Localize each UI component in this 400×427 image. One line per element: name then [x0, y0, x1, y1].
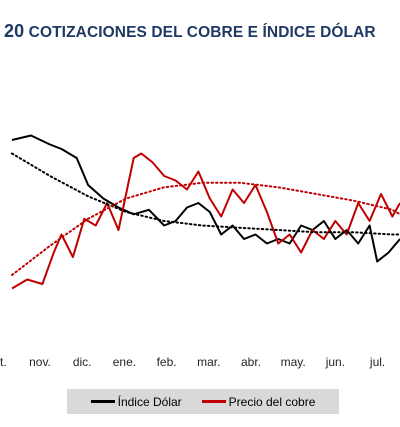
chart-title: 20 COTIZACIONES DEL COBRE E ÍNDICE DÓLAR	[4, 21, 400, 42]
chart-title-text: COTIZACIONES DEL COBRE E ÍNDICE DÓLAR	[28, 24, 376, 41]
x-tick-label: jul.	[369, 355, 385, 369]
series-line-1	[11, 152, 400, 290]
x-tick-label: feb.	[157, 355, 177, 369]
series-line-3	[11, 181, 400, 276]
series-line-2	[11, 152, 400, 236]
legend-item-dollar: Índice Dólar	[90, 394, 182, 409]
x-tick-label: mar.	[197, 355, 220, 369]
x-tick-label: may.	[281, 355, 306, 369]
legend-swatch-dollar	[90, 400, 115, 403]
legend-swatch-copper	[201, 400, 226, 403]
x-tick-label: jun.	[325, 355, 345, 369]
legend-label-dollar: Índice Dólar	[117, 394, 182, 409]
x-tick-label: ene.	[113, 355, 136, 369]
x-tick-label: dic.	[73, 355, 92, 369]
chart-number: 20	[4, 21, 25, 41]
x-tick-label: abr.	[241, 355, 261, 369]
legend: Índice Dólar Precio del cobre	[67, 389, 339, 414]
x-axis-labels: t. nov. dic. ene. feb. mar. abr. may. jun. jul.	[0, 355, 385, 369]
legend-label-copper: Precio del cobre	[228, 394, 316, 409]
legend-item-copper: Precio del cobre	[201, 394, 316, 409]
x-tick-label: nov.	[29, 355, 51, 369]
x-tick-label: t.	[0, 355, 7, 369]
series-layer	[11, 134, 400, 290]
